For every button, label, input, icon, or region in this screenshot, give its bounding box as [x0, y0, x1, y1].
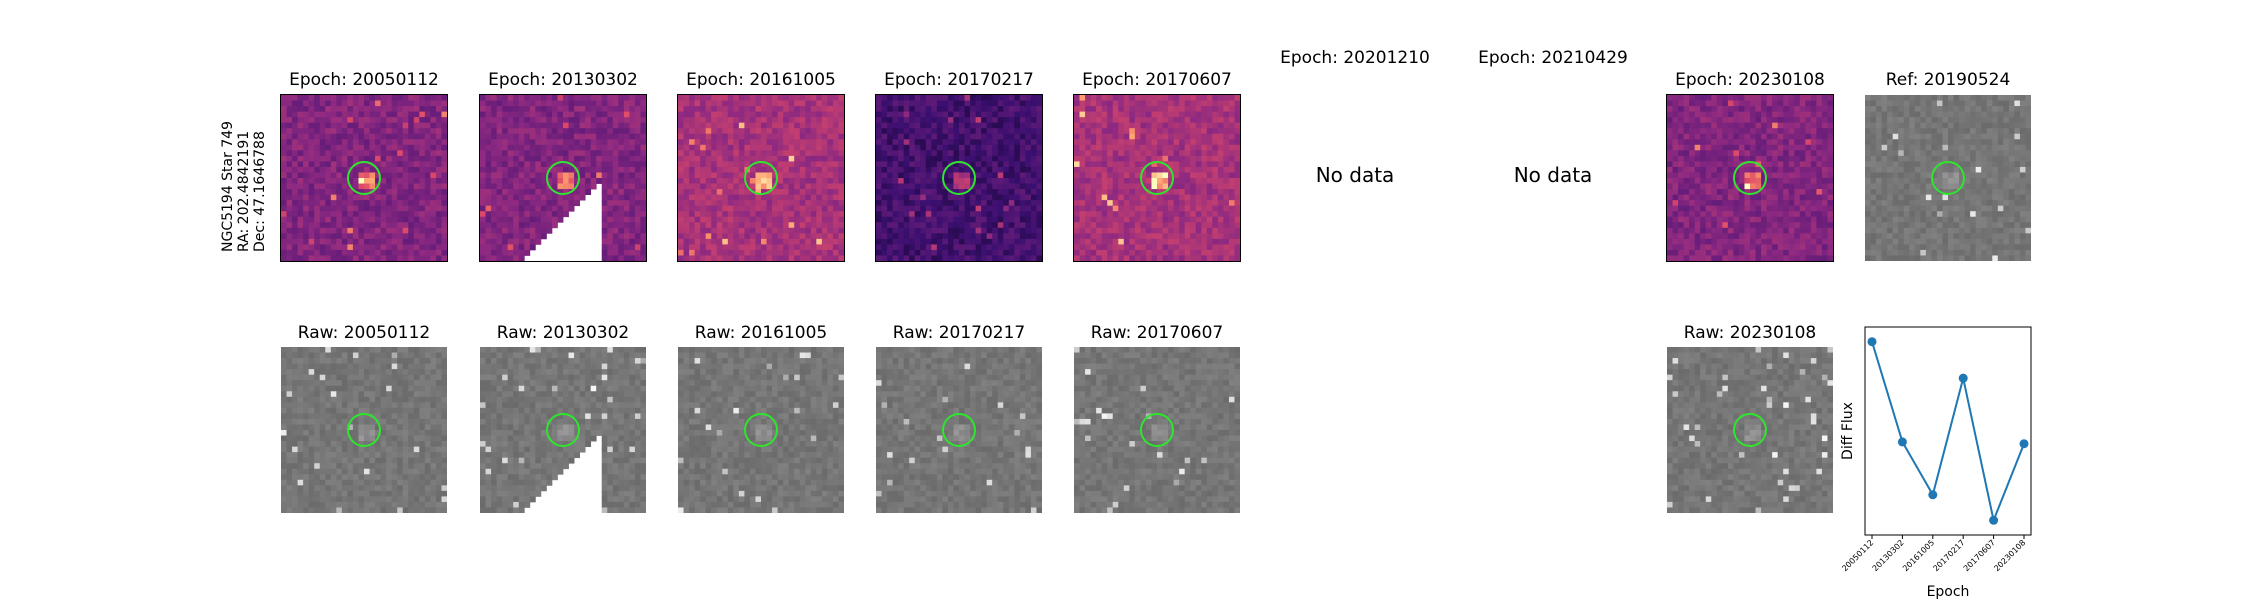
aperture-circle — [1140, 161, 1174, 195]
raw-image-20170607 — [1074, 347, 1240, 513]
object-dec: Dec: 47.1646788 — [252, 131, 268, 252]
top-title-8: Ref: 20190524 — [1885, 70, 2011, 90]
diff-image-20161005 — [677, 94, 845, 262]
diff-image-pixels — [876, 95, 1042, 261]
raw-image-pixels — [480, 347, 646, 513]
raw-image-20050112 — [281, 347, 447, 513]
diff-image-pixels — [480, 95, 646, 261]
aperture-circle — [1931, 161, 1965, 195]
top-title-1: Epoch: 20130302 — [488, 70, 638, 90]
top-title-0: Epoch: 20050112 — [289, 70, 439, 90]
data-point-20170217 — [1958, 373, 1968, 383]
aperture-circle — [347, 161, 381, 195]
top-title-5: Epoch: 20201210 — [1280, 48, 1430, 68]
x-tick-label-20050112: 20050112 — [1840, 538, 1875, 573]
aperture-circle — [347, 413, 381, 447]
bottom-title-7: Raw: 20230108 — [1683, 323, 1817, 343]
aperture-circle — [744, 161, 778, 195]
data-point-20050112 — [1867, 337, 1877, 347]
bottom-title-2: Raw: 20161005 — [694, 323, 828, 343]
x-tick-label-20230108: 20230108 — [1992, 538, 2027, 573]
bottom-title-4: Raw: 20170607 — [1090, 323, 1224, 343]
data-point-20130302 — [1897, 437, 1907, 447]
top-title-2: Epoch: 20161005 — [686, 70, 836, 90]
bottom-title-1: Raw: 20130302 — [496, 323, 630, 343]
top-title-7: Epoch: 20230108 — [1675, 70, 1825, 90]
x-tick-label-20170217: 20170217 — [1931, 538, 1966, 573]
diff-image-pixels — [281, 95, 447, 261]
no-data-text-20201210: No data — [1315, 163, 1395, 187]
aperture-circle — [1733, 413, 1767, 447]
top-title-3: Epoch: 20170217 — [884, 70, 1034, 90]
aperture-circle — [1733, 161, 1767, 195]
raw-image-pixels — [1667, 347, 1833, 513]
object-ra: RA: 202.4842191 — [236, 130, 252, 252]
bottom-title-3: Raw: 20170217 — [892, 323, 1026, 343]
aperture-circle — [546, 161, 580, 195]
diff-image-pixels — [1074, 95, 1240, 261]
aperture-circle — [942, 161, 976, 195]
top-title-4: Epoch: 20170607 — [1082, 70, 1232, 90]
reference-image — [1865, 95, 2031, 261]
aperture-circle — [744, 413, 778, 447]
raw-image-pixels — [876, 347, 1042, 513]
top-title-6: Epoch: 20210429 — [1478, 48, 1628, 68]
object-name: NGC5194 Star 749 — [220, 120, 236, 252]
bottom-title-0: Raw: 20050112 — [297, 323, 431, 343]
aperture-circle — [942, 413, 976, 447]
diff-image-20130302 — [479, 94, 647, 262]
x-axis-label: Epoch — [1927, 584, 1970, 600]
diff-image-20050112 — [280, 94, 448, 262]
x-tick-label-20170607: 20170607 — [1962, 538, 1997, 573]
raw-image-20130302 — [480, 347, 646, 513]
diff-image-20170217 — [875, 94, 1043, 262]
x-tick-label-20161005: 20161005 — [1901, 538, 1936, 573]
raw-image-pixels — [678, 347, 844, 513]
chart-frame — [1864, 326, 2032, 536]
diff-image-pixels — [1667, 95, 1833, 261]
diff-flux-chart: 2005011220130302201610052017021720170607… — [1840, 326, 2032, 600]
series-line — [1871, 341, 2025, 524]
raw-image-20230108 — [1667, 347, 1833, 513]
aperture-circle — [546, 413, 580, 447]
aperture-circle — [1140, 413, 1174, 447]
no-data-text-20210429: No data — [1513, 163, 1593, 187]
x-tick-label-20130302: 20130302 — [1871, 538, 1906, 573]
raw-image-20170217 — [876, 347, 1042, 513]
diff-image-20230108 — [1666, 94, 1834, 262]
raw-image-20161005 — [678, 347, 844, 513]
data-point-20161005 — [1928, 490, 1938, 500]
diff-image-20170607 — [1073, 94, 1241, 262]
y-axis-label: Diff Flux — [1840, 402, 1856, 460]
data-point-20170607 — [1989, 515, 1999, 525]
data-point-20230108 — [2019, 439, 2029, 449]
